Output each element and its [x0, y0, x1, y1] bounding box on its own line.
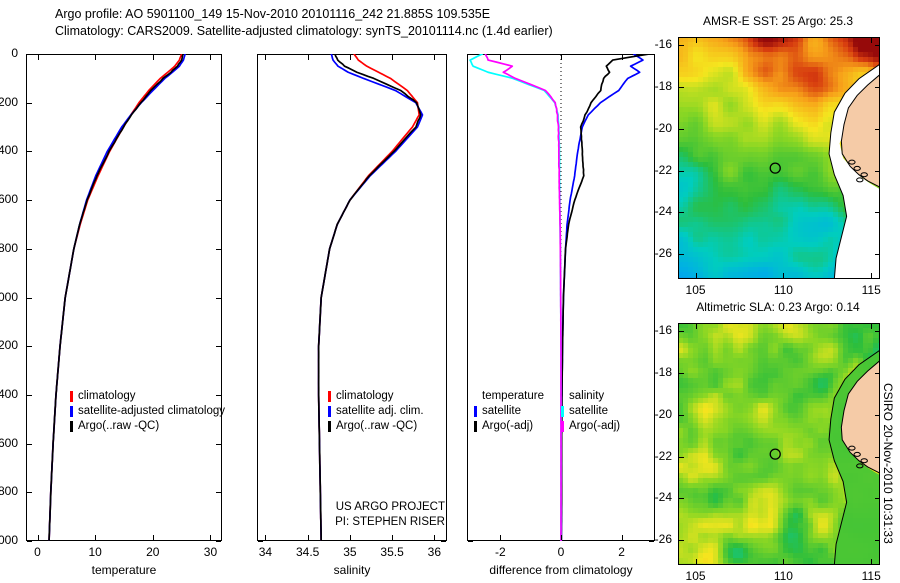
legend-entry: climatology [328, 389, 424, 404]
map-lon-tick-label: 110 [773, 569, 793, 583]
depth-tick-label: 1400 [0, 386, 18, 401]
x-tick-label: 20 [146, 545, 160, 559]
legend-label: Argo(-adj) [482, 420, 534, 432]
x-tick-label: 0 [557, 545, 565, 559]
project-credit-line: US ARGO PROJECT [335, 501, 445, 513]
depth-tick-label: 200 [0, 94, 18, 109]
legend-swatch [561, 406, 564, 417]
legend-header: salinity [569, 390, 605, 402]
x-tick-label: 30 [203, 545, 218, 559]
x-tick-label: 35 [343, 545, 357, 559]
map-lat-tick-label: -18 [654, 365, 672, 380]
map-lat-tick-label: -16 [654, 323, 672, 338]
x-tick-label: 0 [34, 545, 41, 559]
depth-tick-label: 1200 [0, 338, 18, 353]
map-lat-tick-label: -16 [654, 37, 672, 52]
legend-label: Argo(..raw -QC) [336, 420, 418, 432]
salinity-profile-panel [257, 54, 447, 541]
title-line-2: Climatology: CARS2009. Satellite-adjuste… [55, 24, 553, 38]
sla-map-title: Altimetric SLA: 0.23 Argo: 0.14 [696, 300, 860, 314]
salinity-profile-plot [317, 54, 424, 541]
legend-swatch [70, 391, 73, 402]
legend-label: satellite [482, 405, 521, 417]
sst-map [678, 37, 880, 279]
depth-tick-label: 2000 [0, 533, 18, 547]
legend-entry: Argo(..raw -QC) [328, 419, 424, 434]
difference-profile-plot [469, 54, 650, 541]
legend-entry: satellite [561, 404, 620, 419]
legend-header: temperature [482, 390, 545, 402]
legend-entry: Argo(-adj) [474, 419, 544, 434]
temperature-profile-panel [26, 54, 222, 541]
x-tick-label: 10 [88, 545, 102, 559]
x-tick-label: -2 [495, 545, 506, 559]
map-lat-tick-label: -26 [654, 531, 672, 546]
depth-tick-label: 1000 [0, 289, 18, 304]
legend-label: Argo(..raw -QC) [78, 420, 160, 432]
map-lat-tick-label: -22 [654, 448, 672, 463]
legend-label: satellite-adjusted climatology [78, 405, 226, 417]
map-lon-tick-label: 115 [861, 283, 881, 297]
x-tick-label: 34.5 [295, 545, 320, 559]
difference-axis-title: difference from climatology [489, 563, 633, 577]
legend-swatch [561, 421, 564, 432]
legend-swatch [474, 421, 477, 432]
map-lat-tick-label: -26 [654, 245, 672, 260]
x-tick-label: 34 [258, 545, 273, 559]
depth-tick-label: 600 [0, 192, 18, 207]
legend-swatch [70, 421, 73, 432]
legend-swatch [474, 406, 477, 417]
map-lon-tick-label: 105 [685, 283, 706, 297]
legend-entry: satellite [474, 404, 544, 419]
legend-entry: climatology [70, 389, 225, 404]
figure-title: Argo profile: AO 5901100_149 15-Nov-2010… [55, 6, 675, 40]
legend-entry: Argo(..raw -QC) [70, 419, 225, 434]
map-lat-tick-label: -24 [654, 490, 672, 505]
salinity-legend: climatology satellite adj. clim. Argo(..ra… [328, 389, 424, 434]
project-credit-line: PI: STEPHEN RISER [335, 516, 445, 528]
map-lat-tick-label: -20 [654, 120, 672, 135]
depth-tick-label: 1600 [0, 435, 18, 450]
legend-swatch [328, 406, 331, 417]
legend-label: satellite [569, 405, 608, 417]
depth-tick-label: 0 [11, 46, 18, 60]
depth-tick-label: 800 [0, 240, 18, 255]
legend-label: climatology [78, 390, 136, 402]
depth-tick-label: 400 [0, 143, 18, 158]
legend-entry: Argo(-adj) [561, 419, 620, 434]
map-lon-tick-label: 110 [773, 283, 793, 297]
x-tick-label: 36 [427, 545, 441, 559]
legend-label: Argo(-adj) [569, 420, 621, 432]
temperature-axis-title: temperature [91, 563, 157, 577]
title-line-1: Argo profile: AO 5901100_149 15-Nov-2010… [55, 7, 491, 21]
map-lat-tick-label: -20 [654, 406, 672, 421]
legend-entry: satellite adj. clim. [328, 404, 424, 419]
sst-map-title: AMSR-E SST: 25 Argo: 25.3 [702, 14, 854, 28]
salinity-axis-title: salinity [333, 563, 371, 577]
map-lon-tick-label: 115 [861, 569, 881, 583]
legend-swatch [328, 391, 331, 402]
difference-temperature-legend: temperature satellite Argo(-adj) [474, 389, 544, 434]
legend-swatch [70, 406, 73, 417]
x-tick-label: 2 [618, 545, 625, 559]
sla-map [678, 323, 880, 565]
temperature-legend: climatology satellite-adjusted climatolog… [70, 389, 225, 434]
x-tick-label: 35.5 [380, 545, 404, 559]
legend-swatch [328, 421, 331, 432]
difference-salinity-legend: salinity satellite Argo(-adj) [561, 389, 620, 434]
map-lat-tick-label: -22 [654, 162, 672, 177]
csiro-credit: CSIRO 20-Nov-2010 10:31:33 [881, 383, 895, 544]
legend-entry: satellite-adjusted climatology [70, 404, 225, 419]
legend-label: climatology [336, 390, 394, 402]
project-credit: US ARGO PROJECT PI: STEPHEN RISER [247, 500, 445, 530]
temperature-profile-plot [48, 54, 186, 541]
legend-label: satellite adj. clim. [336, 405, 424, 417]
map-lat-tick-label: -24 [654, 204, 672, 219]
depth-tick-label: 1800 [0, 484, 18, 499]
map-lon-tick-label: 105 [685, 569, 706, 583]
map-lat-tick-label: -18 [654, 79, 672, 94]
